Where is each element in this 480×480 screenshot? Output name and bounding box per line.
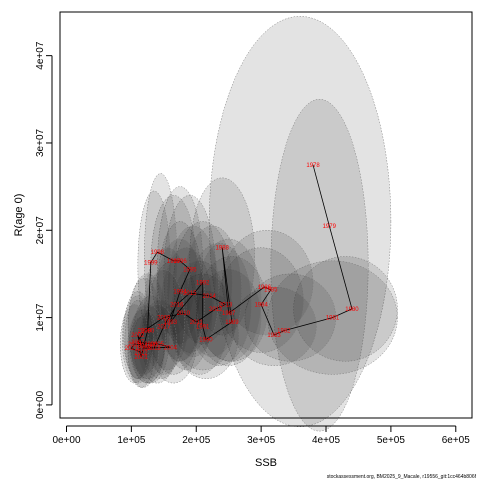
confidence-ellipses	[120, 16, 398, 432]
confidence-ellipse-1	[270, 99, 369, 432]
year-label-2006: 2006	[144, 342, 158, 348]
year-label-2018: 2018	[147, 346, 161, 352]
year-label-2001: 2001	[134, 355, 148, 361]
confidence-ellipse-22	[127, 317, 155, 388]
y-tick-label-3e+07: 3e+07	[35, 128, 46, 157]
confidence-ellipse-40	[129, 304, 167, 384]
x-tick-label-1e+05: 1e+05	[117, 435, 146, 446]
year-label-1988: 1988	[216, 246, 230, 252]
year-label-2004: 2004	[164, 345, 178, 351]
x-tick-label-5e+05: 5e+05	[377, 435, 406, 446]
y-axis-title: R(age 0)	[13, 194, 25, 237]
x-tick-label-6e+05: 6e+05	[442, 435, 471, 446]
year-label-2008: 2008	[138, 329, 152, 335]
plot-frame	[59, 11, 473, 419]
stock-recruitment-trajectory	[130, 164, 353, 357]
confidence-ellipse-9	[189, 177, 255, 336]
year-label-2000: 2000	[141, 329, 155, 335]
year-label-1996: 1996	[173, 259, 187, 265]
confidence-ellipse-36	[166, 225, 220, 358]
year-label-1987: 1987	[222, 311, 236, 317]
year-label-1981: 1981	[326, 316, 340, 322]
year-label-2002: 2002	[131, 333, 145, 339]
year-label-1991: 1991	[196, 324, 210, 330]
year-label-2007: 2007	[131, 340, 145, 346]
x-tick-label-3e+05: 3e+05	[247, 435, 276, 446]
year-label-2012: 2012	[209, 307, 223, 313]
year-label-1992: 1992	[196, 281, 210, 287]
year-label-1982: 1982	[277, 329, 291, 335]
year-label-1985: 1985	[264, 288, 278, 294]
y-tick-label-0e+00: 0e+00	[35, 390, 46, 419]
confidence-ellipse-2	[293, 256, 398, 362]
year-label-2017: 2017	[157, 324, 171, 330]
year-label-2020: 2020	[128, 342, 142, 348]
x-tick-label-4e+05: 4e+05	[312, 435, 341, 446]
year-label-2014: 2014	[203, 294, 217, 300]
y-tick-label-2e+07: 2e+07	[35, 216, 46, 245]
x-axis: 0e+00 1e+05 2e+05 3e+05 4e+05 5e+05 6e+05	[52, 425, 471, 446]
year-label-1986: 1986	[258, 285, 272, 291]
year-label-1993: 1993	[164, 320, 178, 326]
confidence-ellipse-37	[155, 238, 205, 362]
y-axis: 0e+00 1e+07 2e+07 3e+07 4e+07	[35, 41, 53, 419]
year-label-1984: 1984	[254, 302, 268, 308]
year-label-2016: 2016	[170, 302, 184, 308]
year-label-1980: 1980	[345, 307, 359, 313]
year-label-2010: 2010	[177, 311, 191, 317]
year-label-1997: 1997	[167, 259, 181, 265]
year-label-1998: 1998	[151, 250, 165, 256]
year-label-2009: 2009	[157, 316, 171, 322]
year-label-2003: 2003	[138, 346, 152, 352]
x-tick-label-0e+00: 0e+00	[52, 435, 81, 446]
x-tick-label-2e+05: 2e+05	[182, 435, 211, 446]
confidence-ellipse-19	[144, 173, 178, 340]
year-label-1979: 1979	[323, 224, 337, 230]
year-label-2021: 2021	[125, 346, 139, 352]
year-label-1999: 1999	[144, 261, 158, 267]
confidence-ellipse-41	[122, 295, 154, 384]
year-label-1983: 1983	[267, 333, 281, 339]
year-label-2015: 2015	[183, 291, 197, 297]
year-label-1978: 1978	[306, 163, 320, 169]
year-label-2013: 2013	[219, 302, 233, 308]
confidence-ellipse-35	[183, 225, 242, 358]
confidence-ellipse-20	[137, 190, 171, 340]
year-label-2005: 2005	[151, 342, 165, 348]
year-label-1990: 1990	[199, 337, 213, 343]
confidence-ellipse-31	[160, 247, 213, 371]
year-label-1994: 1994	[173, 289, 187, 295]
year-label-2019: 2019	[138, 344, 152, 350]
confidence-ellipse-33	[186, 243, 252, 366]
x-axis-title: SSB	[255, 457, 277, 469]
confidence-ellipse-7	[221, 230, 314, 336]
year-label-2022: 2022	[134, 351, 148, 357]
year-label-1989: 1989	[225, 320, 239, 326]
confidence-ellipse-32	[170, 260, 229, 375]
y-tick-label-4e+07: 4e+07	[35, 41, 46, 70]
y-tick-label-1e+07: 1e+07	[35, 303, 46, 332]
confidence-ellipse-0	[208, 16, 392, 427]
confidence-ellipse-5	[231, 286, 317, 366]
confidence-ellipse-18	[150, 195, 197, 336]
footnote: stockassessment.org, BM2025_9_Macale, r1…	[327, 474, 477, 480]
confidence-ellipse-17	[157, 186, 203, 345]
year-label-1995: 1995	[183, 268, 197, 274]
year-label-2011: 2011	[190, 320, 204, 326]
confidence-ellipse-4	[244, 273, 336, 362]
